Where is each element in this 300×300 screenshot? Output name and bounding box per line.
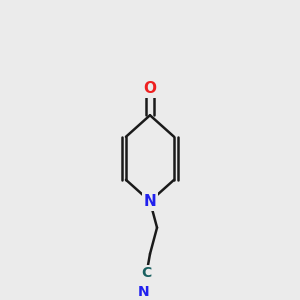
Text: O: O [143,81,157,96]
Text: C: C [142,266,152,280]
Text: N: N [144,194,156,209]
Text: N: N [137,285,149,299]
